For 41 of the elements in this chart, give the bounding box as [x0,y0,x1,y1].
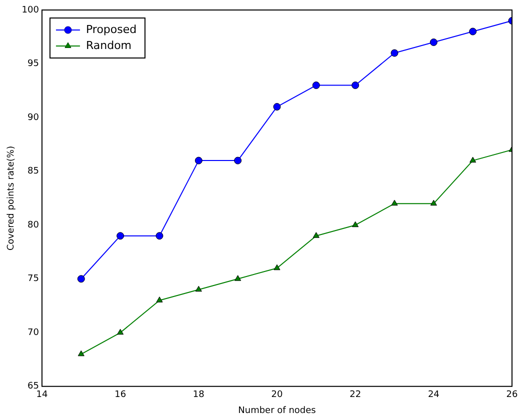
point [352,82,360,90]
x-tick-label: 18 [192,390,205,400]
y-tick-label: 80 [28,220,40,230]
y-tick-label: 90 [28,112,40,123]
x-tick-label: 20 [271,390,283,400]
point [194,156,202,164]
point [156,232,164,240]
point [430,200,437,206]
point [312,82,320,90]
legend-label: Random [86,38,132,52]
point [312,232,320,238]
point [470,156,476,163]
x-tick-label: 26 [506,390,518,400]
y-tick-label: 100 [22,5,40,16]
y-tick-label: 65 [28,382,39,392]
point [469,28,477,36]
point [234,275,242,281]
legend-label: Proposed [86,22,137,36]
x-axis-title: Number of nodes [238,406,316,416]
point [352,221,359,228]
point [234,156,242,164]
point [117,328,124,335]
point [77,275,85,283]
y-tick-label: 85 [28,166,39,177]
point [195,286,202,292]
x-tick-label: 24 [428,390,440,400]
point [273,103,281,111]
x-tick-label: 14 [36,390,48,400]
point [156,296,163,302]
y-tick-label: 70 [28,328,40,338]
point [430,38,438,46]
point [116,232,124,240]
y-tick-label: 75 [28,274,39,284]
x-tick-label: 22 [350,390,362,400]
point [274,264,280,270]
point [78,350,84,356]
point [391,200,398,206]
y-tick-label: 95 [28,59,39,70]
point [390,49,398,57]
y-axis-title: Covered points rate(%) [6,146,17,251]
x-tick-label: 16 [114,390,126,400]
